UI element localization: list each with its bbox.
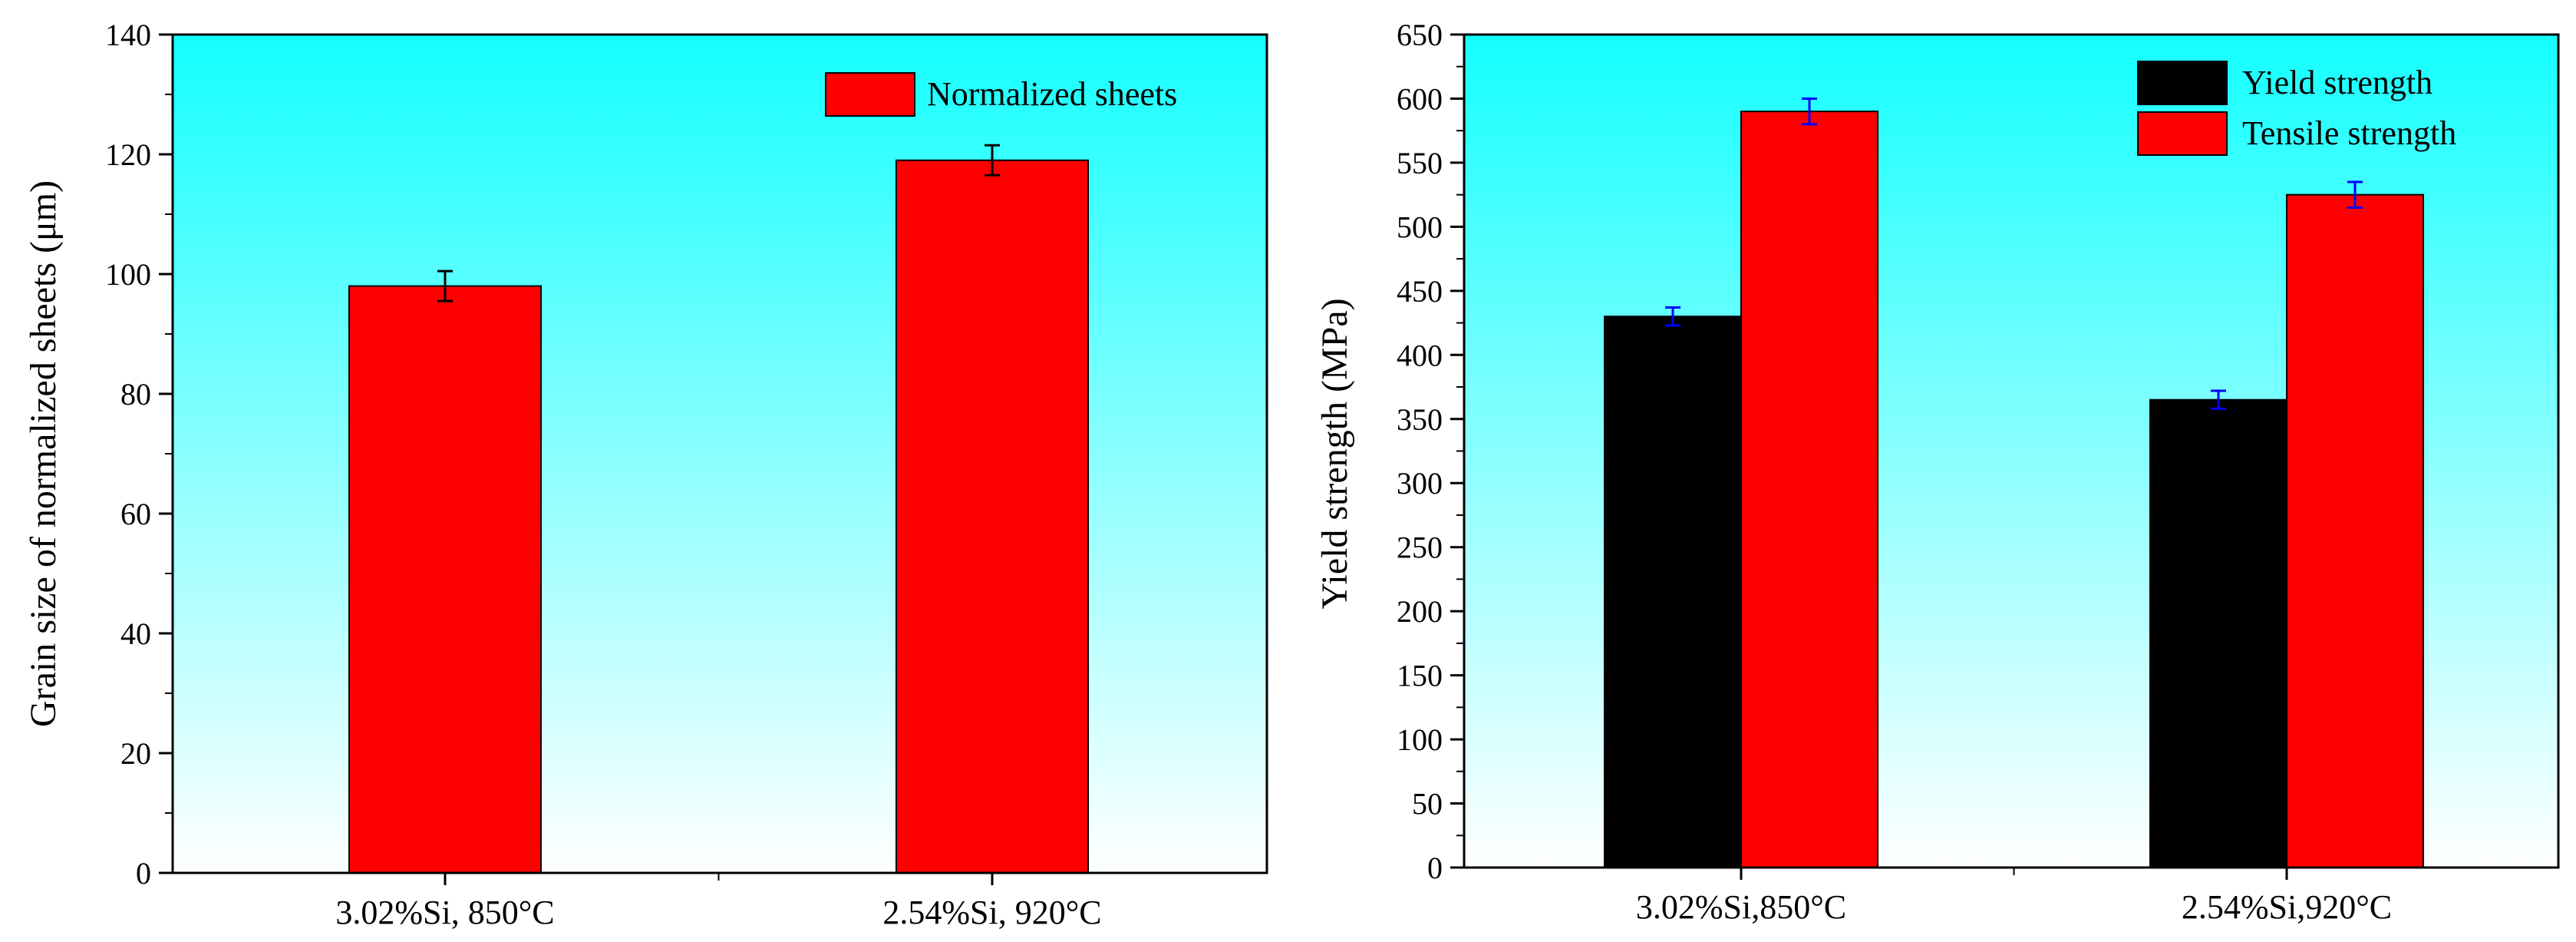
y-tick-label: 0 xyxy=(1427,851,1443,885)
y-tick-label: 500 xyxy=(1397,210,1443,244)
y-tick-label: 350 xyxy=(1397,402,1443,437)
y-tick-label: 100 xyxy=(105,257,151,292)
y-tick-label: 550 xyxy=(1397,146,1443,180)
y-tick-label: 100 xyxy=(1397,722,1443,757)
x-tick-label: 2.54%Si, 920°C xyxy=(882,894,1101,931)
legend-swatch-yield-strength xyxy=(2137,61,2228,105)
bar-normalized-sheets-1 xyxy=(348,285,542,874)
y-tick-label: 40 xyxy=(120,616,151,651)
y-tick-label: 60 xyxy=(120,497,151,531)
y-axis-title: Grain size of normalized sheets (μm) xyxy=(23,180,64,727)
bar-yield-strength-2 xyxy=(2149,398,2287,868)
bar-tensile-strength-2 xyxy=(2286,193,2424,868)
y-tick-label: 80 xyxy=(120,377,151,412)
y-tick-label: 0 xyxy=(136,856,151,891)
y-tick-label: 300 xyxy=(1397,466,1443,501)
y-tick-label: 20 xyxy=(120,736,151,771)
y-tick-label: 400 xyxy=(1397,338,1443,372)
grain-size-chart: 0 20 40 60 80 100 120 140 3.02%Si, 850°C 2.54%Si,… xyxy=(23,18,1268,931)
x-tick-label: 2.54%Si,920°C xyxy=(2182,888,2392,926)
y-tick-label: 250 xyxy=(1397,530,1443,565)
y-tick-label: 140 xyxy=(105,18,151,52)
y-tick-label: 50 xyxy=(1412,787,1443,821)
y-axis-title: Yield strength (MPa) xyxy=(1314,298,1355,609)
y-tick-label: 450 xyxy=(1397,274,1443,309)
legend-label: Normalized sheets xyxy=(927,75,1177,113)
y-tick-label: 650 xyxy=(1397,18,1443,52)
y-tick-label: 150 xyxy=(1397,659,1443,693)
legend-label: Tensile strength xyxy=(2242,114,2456,152)
x-tick-label: 3.02%Si, 850°C xyxy=(335,894,554,931)
strength-chart: 0 50 100 150 200 250 300 350 400 450 500 550 600 650 3… xyxy=(1314,18,2560,926)
bar-tensile-strength-1 xyxy=(1740,111,1878,868)
bar-yield-strength-1 xyxy=(1604,316,1742,868)
legend-label: Yield strength xyxy=(2242,64,2433,101)
y-tick-label: 200 xyxy=(1397,594,1443,629)
legend-swatch-normalized-sheets xyxy=(825,72,915,117)
legend-swatch-tensile-strength xyxy=(2137,111,2228,156)
plot-background xyxy=(173,35,1267,873)
y-tick-label: 600 xyxy=(1397,81,1443,116)
y-tick-label: 120 xyxy=(105,137,151,172)
bar-normalized-sheets-2 xyxy=(895,159,1089,874)
x-tick-label: 3.02%Si,850°C xyxy=(1636,888,1846,926)
